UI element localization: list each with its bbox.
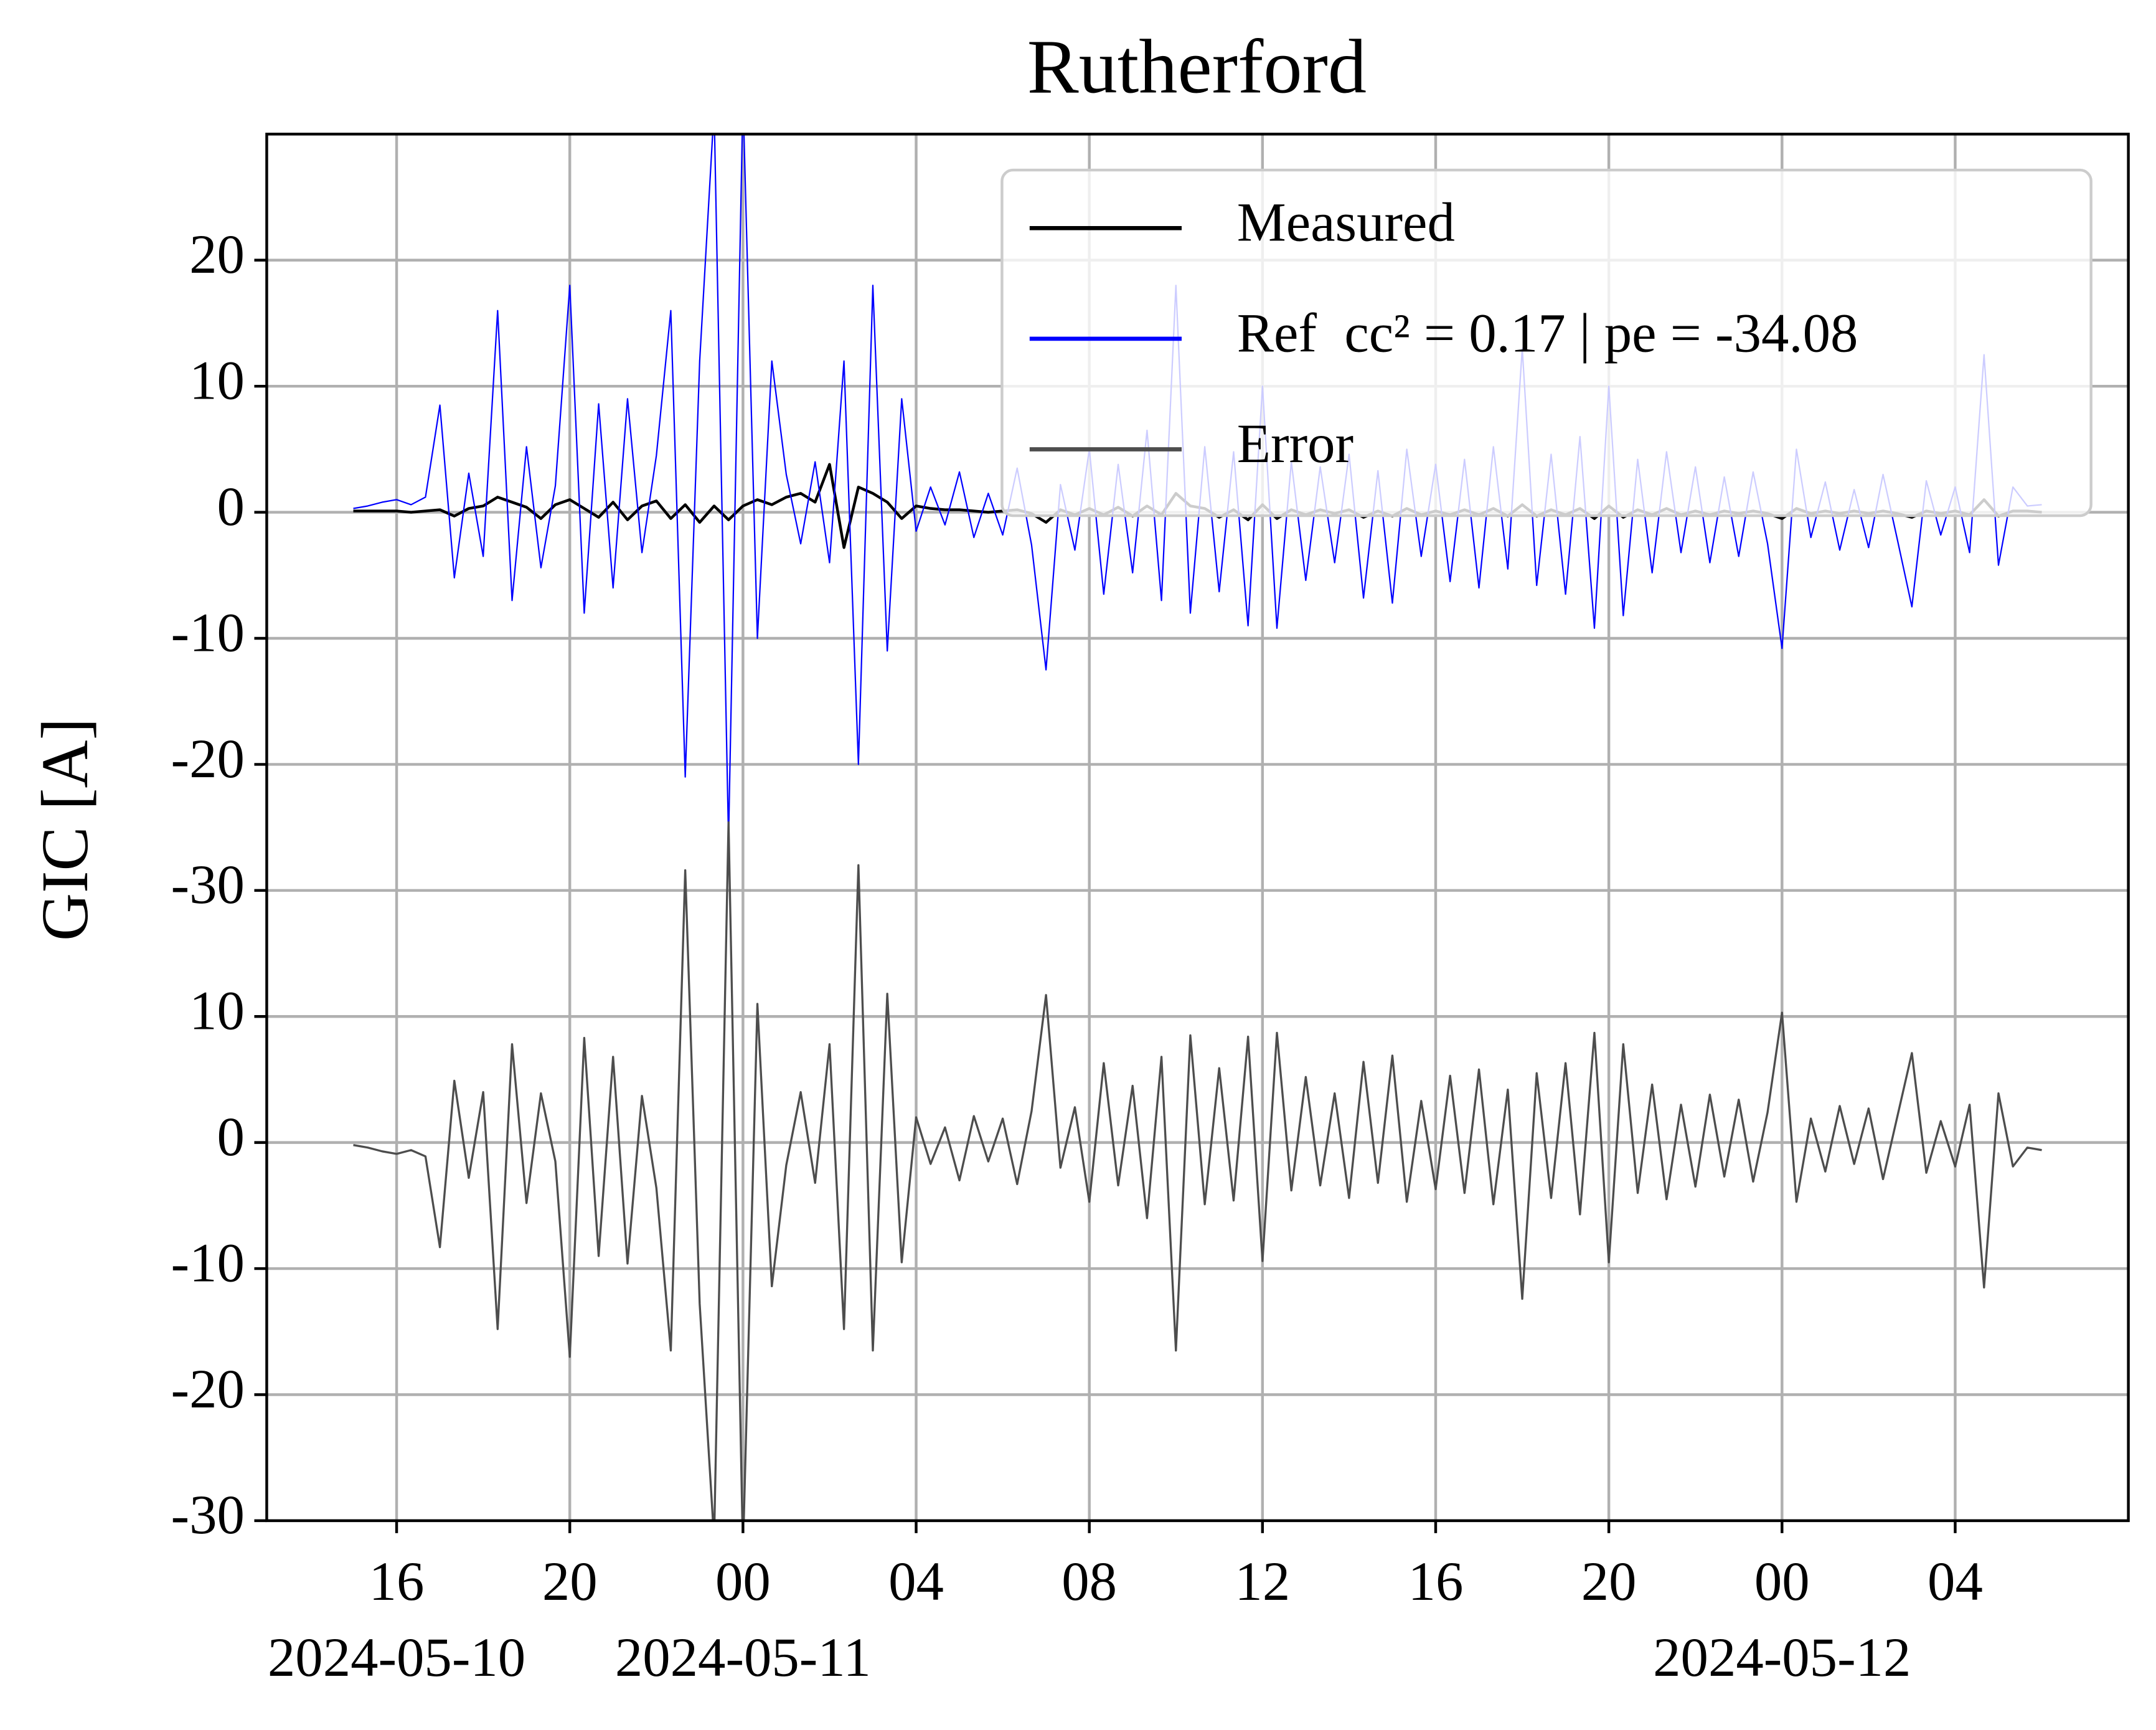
y-tick-label: -10: [171, 1232, 245, 1293]
legend-box: [1000, 168, 2092, 518]
legend-label: Error: [1237, 414, 1353, 475]
ticks: 20 10 0 -10 -20 -30 10 0 -10 -20 -30 16 2024-05-10 20…: [171, 224, 1983, 1688]
legend-label: Measured: [1237, 192, 1455, 253]
axes-frame: [265, 133, 2130, 1523]
y-tick-label: 20: [189, 224, 245, 285]
y-tick-label: -30: [171, 854, 245, 915]
x-tick-label: 00: [715, 1551, 771, 1612]
x-tick-label: 00: [1754, 1551, 1810, 1612]
y-tick-label: -10: [171, 602, 245, 663]
y-axis-label: GIC [A]: [29, 718, 102, 941]
x-tick-label: 08: [1062, 1551, 1117, 1612]
y-tick-label: -30: [171, 1485, 245, 1546]
y-tick-label: 10: [189, 351, 245, 412]
data-line: [353, 821, 2042, 1521]
x-date-label: 2024-05-10: [268, 1627, 525, 1688]
y-tick-label: 0: [217, 476, 245, 537]
y-tick-label: 10: [189, 981, 245, 1042]
y-tick-label: -20: [171, 1359, 245, 1420]
x-tick-label: 16: [1408, 1551, 1464, 1612]
legend: Measured Ref cc² = 0.17 | pe = -34.08 Erro…: [1000, 168, 2092, 518]
chart-title: Rutherford: [1027, 23, 1367, 109]
y-tick-label: -20: [171, 729, 245, 790]
x-date-label: 2024-05-12: [1653, 1627, 1911, 1688]
x-tick-label: 04: [888, 1551, 944, 1612]
x-tick-label: 12: [1235, 1551, 1290, 1612]
x-tick-label: 04: [1928, 1551, 1983, 1612]
y-tick-label: 0: [217, 1107, 245, 1168]
x-tick-label: 20: [1581, 1551, 1637, 1612]
x-date-label: 2024-05-11: [615, 1627, 871, 1688]
x-tick-label: 20: [542, 1551, 598, 1612]
x-tick-label: 16: [369, 1551, 425, 1612]
legend-label: Ref cc² = 0.17 | pe = -34.08: [1237, 303, 1858, 364]
